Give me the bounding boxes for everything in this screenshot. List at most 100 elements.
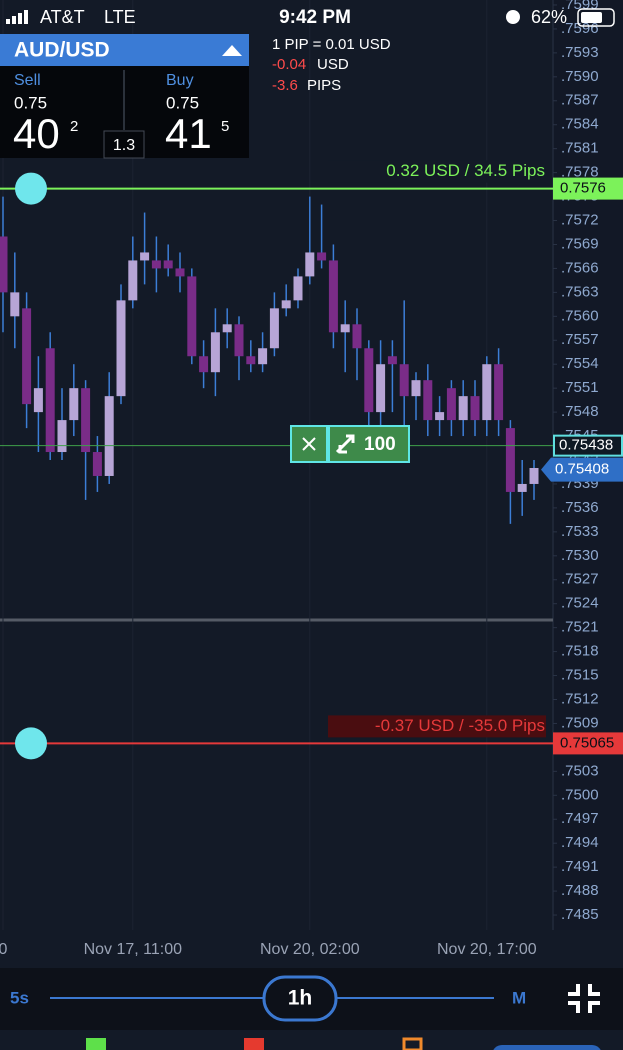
sell-big-figure: 0.75	[14, 93, 47, 112]
pip-value: 1 PIP = 0.01 USD	[272, 36, 391, 53]
y-tick-label: .7536	[561, 499, 599, 516]
candle-body	[328, 260, 338, 333]
y-tick-label: .7524	[561, 595, 599, 612]
candle-body	[0, 236, 8, 293]
battery-icon	[577, 8, 615, 27]
timeframe-max[interactable]: M	[512, 988, 526, 1007]
y-tick-label: .7593	[561, 44, 599, 61]
reverse-icon	[335, 434, 355, 454]
y-tick-label: .7551	[561, 379, 599, 396]
sell-label: Sell	[14, 72, 41, 89]
y-tick-label: .7527	[561, 571, 599, 588]
candle-body	[399, 364, 409, 397]
y-tick-label: .7596	[561, 20, 599, 37]
spread-box	[103, 130, 145, 159]
candle-body	[57, 420, 67, 453]
sell-pips[interactable]: 40	[13, 110, 60, 157]
candle-body	[210, 332, 220, 373]
buy-label: Buy	[166, 72, 194, 89]
candle-body	[175, 268, 185, 277]
pnl-pips: -3.6	[272, 77, 298, 94]
candle-body	[45, 348, 55, 453]
plot	[0, 196, 539, 524]
sell-fraction: 2	[70, 118, 78, 135]
candle-body	[529, 467, 539, 484]
candle-body	[458, 396, 468, 421]
buy-fraction: 5	[221, 118, 229, 135]
candle-body	[340, 324, 350, 333]
candle-body	[163, 260, 173, 269]
candle-body	[505, 428, 515, 492]
y-tick-label: .7521	[561, 619, 599, 636]
timeframe-thumb[interactable]	[262, 975, 338, 1022]
y-tick-label: .7518	[561, 643, 599, 660]
symbol-bar[interactable]	[0, 34, 249, 66]
candle-body	[199, 356, 209, 373]
candle-body	[446, 388, 456, 421]
candle-body	[269, 308, 279, 349]
pnl-amount: -0.04	[272, 56, 306, 73]
level-label: 0.32 USD / 34.5 Pips	[386, 161, 545, 180]
order-widget[interactable]: 100	[290, 425, 410, 463]
network: LTE	[104, 7, 136, 27]
candle-body	[116, 300, 126, 397]
level-handle[interactable]	[15, 727, 47, 760]
candle-body	[482, 364, 492, 421]
bid-tag	[541, 457, 623, 482]
price-tag-label: 0.75065	[560, 734, 614, 751]
quantity-button[interactable]	[328, 425, 410, 463]
y-tick-label: .7578	[561, 164, 599, 181]
x-tick-label: Nov 17, 11:00	[84, 941, 183, 958]
signal-bar	[18, 13, 22, 24]
collapse-icon	[222, 45, 242, 56]
candle-body	[92, 452, 102, 476]
candle-body	[151, 260, 161, 269]
candle-body	[69, 388, 79, 421]
candle-body	[423, 380, 433, 421]
y-tick-label: .7557	[561, 331, 599, 348]
y-tick-label: .7554	[561, 355, 599, 372]
candle-body	[435, 412, 445, 421]
buy-big-figure: 0.75	[166, 93, 199, 112]
timeframe-selected: 1h	[288, 987, 313, 1010]
level-label-bg	[328, 160, 546, 183]
x-tick-label: Nov 20, 17:00	[437, 941, 537, 958]
level-handle[interactable]	[15, 172, 47, 205]
price-tag	[553, 732, 623, 755]
fullscreen-icon[interactable]	[568, 984, 600, 1013]
y-tick-label: .7503	[561, 762, 599, 779]
timeframe-min[interactable]: 5s	[10, 988, 29, 1007]
tool-icon[interactable]	[244, 1038, 264, 1050]
candle-body	[376, 364, 386, 413]
y-tick-label: .7590	[561, 68, 599, 85]
level-label: -0.37 USD / -35.0 Pips	[375, 716, 545, 735]
tool-icon[interactable]	[402, 1037, 423, 1050]
y-tick-label: .7572	[561, 211, 599, 228]
y-tick-label: .7497	[561, 810, 599, 827]
tool-button[interactable]	[492, 1045, 602, 1050]
y-tick-label: .7560	[561, 307, 599, 324]
candle-body	[364, 348, 374, 413]
y-tick-label: .7530	[561, 547, 599, 564]
candle-body	[222, 324, 232, 333]
candle-body	[22, 308, 32, 405]
price-tag	[553, 434, 623, 457]
levels: 0.32 USD / 34.5 Pips 0.7576 -0.37 USD / -3…	[0, 160, 623, 760]
buy-pips[interactable]: 41	[165, 110, 212, 157]
y-tick-label: .7566	[561, 259, 599, 276]
y-tick-label: .7500	[561, 786, 599, 803]
symbol: AUD/USD	[14, 39, 110, 62]
tool-icon[interactable]	[86, 1038, 106, 1050]
level-label-bg	[328, 715, 546, 738]
pnl-unit: USD	[317, 56, 349, 73]
candle-body	[293, 276, 303, 301]
instrument-panel[interactable]: AUD/USD Sell 0.75 40 2 1.3 Buy 0.75 41 5	[0, 34, 249, 159]
price-tag-label: 0.75438	[559, 437, 613, 454]
y-tick-label: .7509	[561, 714, 599, 731]
candle-body	[317, 252, 327, 261]
spread: 1.3	[113, 137, 135, 154]
y-tick-label: .7491	[561, 858, 599, 875]
signal-bar	[12, 16, 16, 24]
